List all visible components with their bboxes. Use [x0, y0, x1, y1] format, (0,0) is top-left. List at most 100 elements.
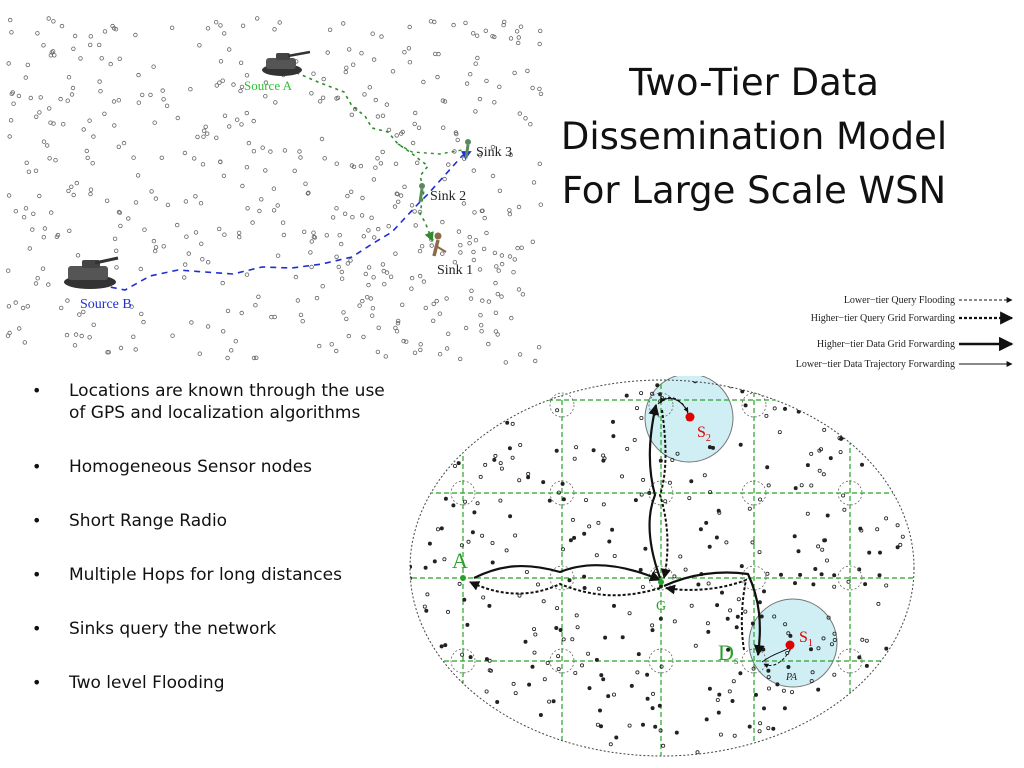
sensor-node	[298, 155, 303, 160]
grid-sensor-node	[611, 434, 616, 439]
grid-sensor-node	[627, 611, 632, 616]
grid-sensor-node	[786, 665, 791, 670]
grid-sensor-node	[714, 535, 719, 540]
dissemination-node-circle	[648, 480, 674, 506]
sensor-node	[347, 47, 352, 52]
sensor-node	[244, 164, 250, 170]
sensor-node	[311, 71, 316, 76]
grid-sensor-node	[480, 722, 485, 727]
grid-sensor-node	[472, 510, 477, 515]
sensor-node	[255, 16, 260, 21]
grid-sensor-node	[907, 700, 912, 705]
sensor-node	[26, 169, 32, 174]
sensor-node	[7, 330, 12, 336]
sensor-node	[477, 153, 483, 158]
grid-sensor-node	[582, 574, 587, 579]
sensor-node	[5, 268, 11, 273]
sensor-node	[482, 215, 487, 221]
dissemination-node-circle	[837, 648, 863, 674]
sensor-node	[341, 310, 346, 315]
sensor-node	[280, 220, 286, 225]
sensor-node	[272, 27, 277, 32]
grid-sensor-node	[738, 442, 743, 447]
sensor-node	[214, 83, 219, 88]
grid-sensor-node	[829, 642, 834, 647]
grid-sensor-node	[508, 514, 513, 519]
sensor-node	[6, 304, 12, 309]
sensor-node	[493, 310, 499, 315]
sensor-node	[58, 96, 63, 102]
sensor-node	[436, 51, 441, 57]
legend-lower-query-label: Lower−tier Query Flooding	[844, 295, 955, 306]
grid-sensor-node	[570, 637, 575, 642]
grid-sensor-node	[635, 406, 640, 411]
sensor-node	[441, 125, 446, 130]
grid-sensor-node	[886, 687, 891, 692]
sensor-node	[228, 348, 234, 353]
sensor-node	[31, 211, 36, 216]
sensor-node	[468, 71, 473, 77]
grid-sensor-node	[772, 406, 777, 411]
bullet-item: • Two level Flooding	[32, 673, 225, 693]
sensor-node	[512, 70, 517, 76]
grid-sensor-node	[750, 540, 755, 545]
sensor-node	[121, 140, 127, 146]
sensor-node	[139, 311, 144, 317]
grid-sensor-node	[573, 671, 578, 676]
sensor-node	[342, 211, 348, 216]
bullet-dot-icon: •	[32, 511, 42, 530]
grid-sensor-node	[595, 722, 600, 727]
grid-sensor-node	[633, 498, 638, 503]
grid-sensor-node	[904, 454, 909, 459]
forwarding-paths	[469, 397, 793, 669]
sensor-node	[97, 79, 102, 84]
grid-sensor-node	[856, 426, 861, 431]
sensor-node	[516, 40, 521, 46]
grid-sensor-node	[427, 541, 432, 546]
grid-sensor-node	[821, 636, 826, 641]
sensor-node	[490, 173, 496, 179]
sensor-node	[41, 43, 46, 48]
sensor-node	[334, 206, 339, 211]
grid-sensor-node	[523, 639, 528, 644]
sensor-node	[335, 95, 341, 100]
sink-1-label: Sink 1	[437, 263, 473, 278]
sensor-node	[27, 246, 32, 251]
grid-sensor-node	[457, 581, 462, 586]
sensor-node	[195, 134, 200, 140]
dissemination-node-circle	[648, 648, 674, 674]
sensor-node	[320, 95, 326, 100]
grid-sensor-node	[484, 657, 489, 662]
sensor-node	[61, 121, 66, 127]
sensor-node	[160, 88, 165, 93]
grid-sensor-node	[419, 676, 424, 681]
grid-sensor-node	[810, 738, 815, 743]
sensor-node	[53, 157, 58, 163]
grid-sensor-node	[574, 613, 579, 618]
sensor-node	[277, 20, 282, 25]
grid-sensor-node	[442, 557, 447, 562]
grid-sensor-node	[852, 712, 857, 717]
grid-sensor-node	[796, 549, 801, 554]
grid-sensor-node	[810, 670, 815, 675]
sensor-node	[133, 347, 138, 352]
sensor-node	[431, 318, 436, 323]
sensor-node	[182, 150, 188, 156]
sensor-node	[182, 262, 188, 267]
sensor-node	[499, 294, 504, 299]
sensor-node	[370, 313, 375, 318]
sensor-node	[263, 80, 269, 85]
grid-sensor-node	[832, 573, 837, 578]
sensor-node	[317, 99, 323, 104]
sensor-node	[442, 176, 447, 182]
grid-sensor-node	[431, 656, 436, 661]
sensor-node	[21, 214, 27, 220]
grid-sensor-node	[793, 486, 798, 491]
sensor-node	[477, 267, 483, 272]
grid-sensor-node	[877, 573, 882, 578]
data-grid-path-a-g	[473, 564, 662, 582]
grid-sensor-node	[790, 690, 795, 695]
sensor-node	[454, 131, 459, 137]
grid-sensor-node	[903, 699, 908, 704]
grid-sensor-node	[707, 544, 712, 549]
